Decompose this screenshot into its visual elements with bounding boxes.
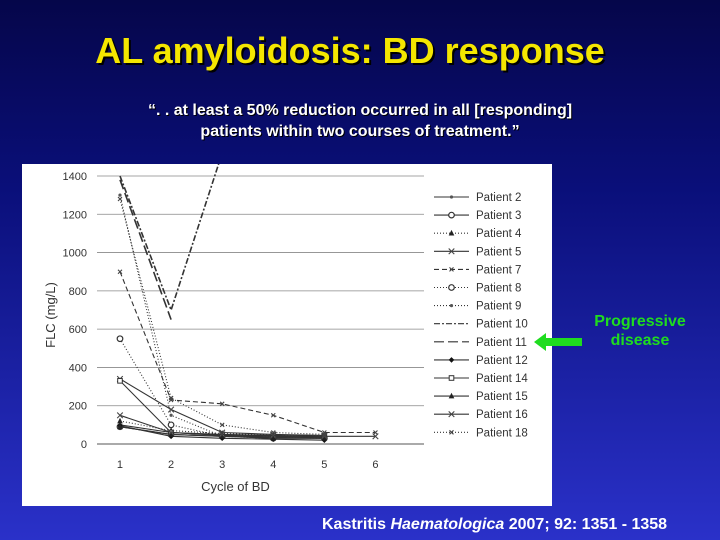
legend-label: Patient 16 (476, 409, 528, 421)
data-point (270, 432, 277, 439)
data-point (321, 433, 328, 440)
quote-line-1: “. . at least a 50% reduction occurred i… (147, 102, 573, 119)
data-point (167, 429, 175, 436)
x-tick-label: 4 (270, 459, 276, 471)
legend-label: Patient 8 (476, 283, 521, 295)
chart-panel: 0 200 400 600 800 1000 1200 1400 1 2 3 4 5 6 Cycle of … (22, 164, 552, 506)
left-arrow-icon (534, 333, 582, 351)
legend-marker (448, 411, 455, 418)
data-point (117, 196, 123, 202)
data-point (117, 378, 123, 384)
y-tick-label: 600 (69, 324, 87, 336)
data-point (167, 421, 175, 429)
legend-label: Patient 4 (476, 228, 522, 240)
legend-marker (449, 429, 454, 435)
legend-label: Patient 14 (476, 373, 528, 385)
data-point (168, 431, 174, 437)
citation-author: Kastritis (322, 516, 391, 533)
series-line (119, 380, 325, 438)
quote-line-2: patients within two courses of treatment… (200, 123, 520, 140)
y-tick-label: 0 (81, 439, 87, 451)
plot-area (116, 164, 379, 443)
series-line (119, 164, 220, 313)
series-line (119, 414, 376, 437)
left-arrow-shape (534, 333, 582, 351)
flc-line-chart: 0 200 400 600 800 1000 1200 1400 1 2 3 4 5 6 Cycle of … (43, 164, 528, 494)
legend-label: Patient 12 (476, 355, 528, 367)
x-tick-label: 3 (219, 459, 225, 471)
x-tick-label: 2 (168, 459, 174, 471)
series-line (119, 271, 376, 434)
y-axis-label: FLC (mg/L) (43, 282, 58, 348)
data-point (270, 430, 276, 435)
data-point (116, 335, 124, 343)
legend-marker (448, 211, 455, 219)
legend-marker (449, 195, 454, 199)
y-tick-label: 1000 (63, 248, 87, 260)
y-tick-label: 1400 (63, 171, 87, 183)
legend-marker (448, 375, 455, 381)
data-point (321, 432, 327, 437)
quote: “. . at least a 50% reduction occurred i… (60, 100, 660, 142)
legend-label: Patient 18 (476, 427, 528, 439)
data-point (167, 406, 175, 413)
y-tick-label: 400 (69, 362, 87, 374)
series-line (119, 194, 325, 439)
legend-label: Patient 11 (476, 337, 527, 349)
data-point (219, 433, 225, 439)
legend-marker (448, 357, 455, 363)
data-point (117, 417, 123, 424)
data-point (168, 395, 174, 401)
legend-label: Patient 5 (476, 246, 521, 258)
progressive-disease-callout: Progressive disease (578, 312, 702, 350)
citation-journal: Haematologica (390, 516, 505, 533)
legend-marker (449, 267, 454, 272)
x-tick-label: 5 (321, 459, 327, 471)
legend-label: Patient 3 (476, 210, 521, 222)
data-point (372, 433, 379, 440)
legend-marker (448, 392, 455, 399)
x-tick-label: 6 (372, 459, 378, 471)
legend-marker (449, 304, 454, 308)
legend-marker (448, 284, 455, 291)
legend-label: Patient 7 (476, 264, 521, 276)
data-point (270, 434, 277, 441)
x-axis-label: Cycle of BD (201, 479, 270, 494)
data-point (169, 413, 173, 417)
series-line (119, 338, 274, 439)
legend-label: Patient 10 (476, 319, 528, 331)
slide-title: AL amyloidosis: BD response (95, 30, 605, 71)
citation: Kastritis Haematologica 2007; 92: 1351 -… (322, 516, 720, 534)
data-point (219, 401, 225, 407)
data-point (118, 193, 122, 197)
data-point (117, 423, 123, 430)
citation-details: 2007; 92: 1351 - 1358 (504, 516, 668, 533)
data-point (373, 430, 378, 435)
legend-marker (448, 229, 455, 236)
series-line (119, 198, 325, 435)
legend-label: Patient 15 (476, 391, 528, 403)
data-point (270, 412, 276, 418)
data-point (219, 422, 225, 428)
data-point (218, 431, 226, 438)
y-tick-label: 1200 (63, 209, 87, 221)
series-line (119, 179, 172, 320)
y-tick-label: 200 (69, 401, 87, 413)
data-point (117, 269, 123, 275)
callout-line-2: disease (610, 332, 670, 349)
data-point (321, 434, 328, 441)
y-tick-label: 800 (69, 286, 87, 298)
series-line (119, 378, 325, 436)
x-tick-label: 1 (117, 459, 123, 471)
legend-label: Patient 2 (476, 192, 521, 204)
legend-label: Patient 9 (476, 301, 521, 313)
data-point (116, 412, 124, 419)
legend-marker (448, 248, 455, 255)
callout-line-1: Progressive (594, 313, 686, 330)
